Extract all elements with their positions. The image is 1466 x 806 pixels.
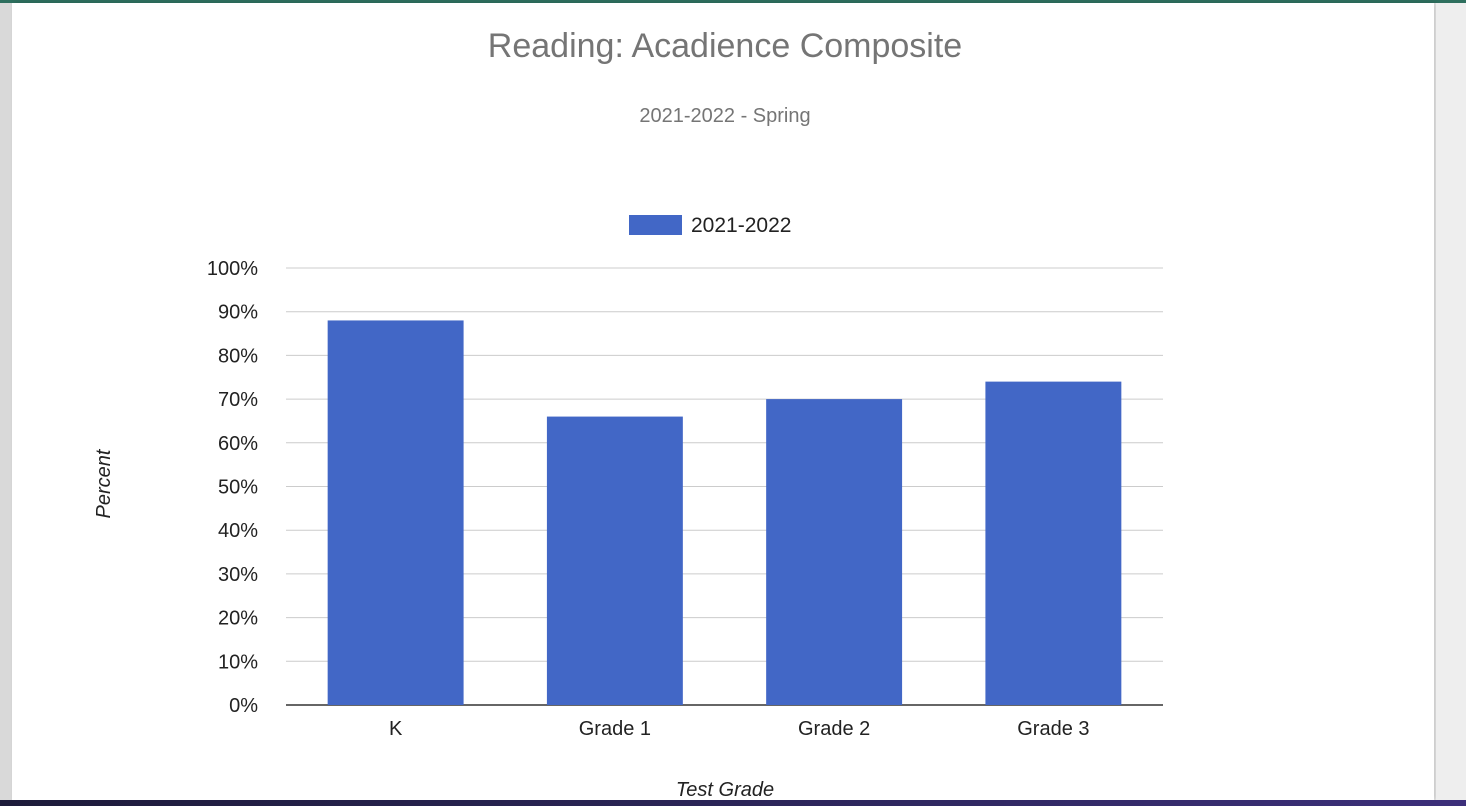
chart-title: Reading: Acadience Composite: [488, 27, 962, 65]
x-axis-title: Test Grade: [676, 779, 774, 801]
legend-label: 2021-2022: [691, 214, 791, 237]
left-edge: [0, 3, 12, 800]
x-tick-label: Grade 3: [1017, 718, 1089, 740]
bar-grade-1[interactable]: [546, 416, 683, 705]
bar-grade-3[interactable]: [985, 381, 1122, 705]
bar-k[interactable]: [327, 320, 464, 705]
y-axis-title: Percent: [93, 448, 115, 518]
y-tick-label: 40%: [218, 520, 258, 542]
y-axis-ticks: 0% 10% 20% 30% 40% 50% 60% 70% 80% 90% 100%: [207, 258, 258, 717]
y-tick-label: 60%: [218, 433, 258, 455]
bars: [327, 320, 1122, 705]
y-tick-label: 30%: [218, 564, 258, 586]
chart-subtitle: 2021-2022 - Spring: [639, 105, 810, 127]
scrollbar-track[interactable]: [1436, 3, 1466, 800]
y-tick-label: 0%: [229, 695, 258, 717]
legend[interactable]: 2021-2022: [629, 214, 791, 237]
y-tick-label: 80%: [218, 345, 258, 367]
x-tick-label: Grade 2: [798, 718, 870, 740]
y-tick-label: 20%: [218, 608, 258, 630]
y-tick-label: 90%: [218, 302, 258, 324]
y-tick-label: 10%: [218, 651, 258, 673]
x-tick-label: Grade 1: [579, 718, 651, 740]
y-tick-label: 50%: [218, 477, 258, 499]
legend-swatch: [629, 215, 682, 235]
top-border: [0, 0, 1466, 3]
y-tick-label: 100%: [207, 258, 258, 280]
taskbar-strip: [0, 800, 1466, 806]
y-tick-label: 70%: [218, 389, 258, 411]
chart-panel: [12, 3, 1434, 800]
x-tick-label: K: [389, 718, 403, 740]
bar-grade-2[interactable]: [766, 399, 903, 705]
x-axis-ticks: K Grade 1 Grade 2 Grade 3: [389, 718, 1090, 740]
